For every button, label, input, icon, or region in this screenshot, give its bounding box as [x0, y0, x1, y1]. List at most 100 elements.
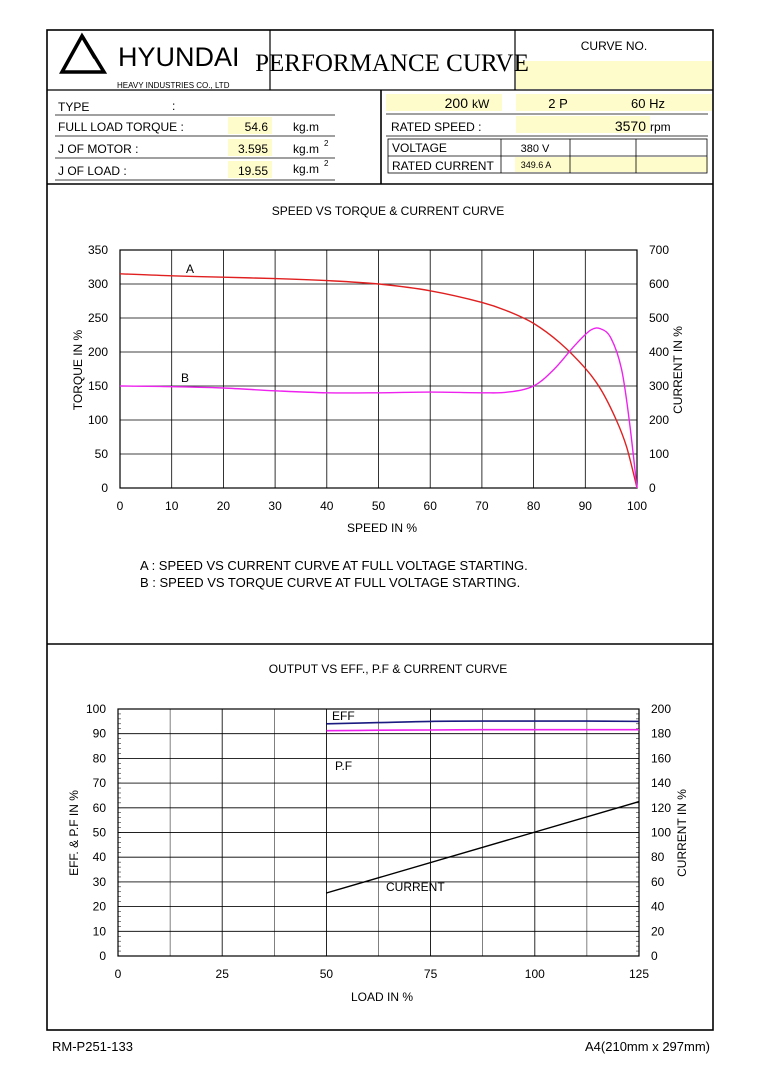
- pf-label: P.F: [335, 759, 352, 773]
- y2-tick-label: 700: [649, 243, 669, 257]
- y2-tick-label: 180: [651, 727, 671, 741]
- jmotor-unit-sup: 2: [324, 139, 329, 148]
- note-b: B : SPEED VS TORQUE CURVE AT FULL VOLTAG…: [140, 575, 520, 590]
- y2-tick-label: 100: [649, 447, 669, 461]
- x-tick-label: 90: [579, 499, 593, 513]
- current-value: 349.6 A: [521, 160, 552, 170]
- series-line-eff: [326, 720, 640, 725]
- torque-value: 54.6: [245, 120, 269, 134]
- logo-triangle-icon: [59, 32, 108, 74]
- y-tick-label: 10: [93, 924, 107, 938]
- y2-tick-label: 60: [651, 875, 665, 889]
- series-a-label: A: [186, 262, 194, 276]
- chart1-ylabel: TORQUE IN %: [71, 329, 85, 410]
- chart1-ticks: 0 10 20 30 40 50 60 70 80 90 100050100150200250300…: [88, 243, 669, 513]
- jload-value: 19.55: [238, 164, 268, 178]
- y-tick-label: 20: [93, 900, 107, 914]
- x-tick-label: 125: [629, 967, 649, 981]
- y-tick-label: 200: [88, 345, 108, 359]
- x-tick-label: 10: [165, 499, 179, 513]
- x-tick-label: 70: [475, 499, 489, 513]
- chart2-grid: [117, 708, 640, 957]
- brand-subtitle: HEAVY INDUSTRIES CO., LTD: [117, 81, 230, 90]
- y-tick-label: 300: [88, 277, 108, 291]
- chart2-ticks: 0 25 50 75 100 125010203040506070809010002040…: [86, 702, 671, 981]
- sheet-frame: [46, 29, 714, 1031]
- speed-unit: rpm: [650, 120, 671, 134]
- jload-unit-sup: 2: [324, 159, 329, 168]
- chart2-title: OUTPUT VS EFF., P.F & CURRENT CURVE: [269, 662, 508, 676]
- plot-frame: [117, 708, 640, 957]
- y-tick-label: 40: [93, 850, 107, 864]
- current-series-label: CURRENT: [386, 880, 445, 894]
- y2-tick-label: 200: [651, 702, 671, 716]
- series-line-current: [326, 800, 640, 894]
- chart1-series: [119, 273, 638, 489]
- y2-tick-label: 160: [651, 751, 671, 765]
- y-tick-label: 50: [93, 826, 107, 840]
- y2-tick-label: 600: [649, 277, 669, 291]
- y-tick-label: 60: [93, 801, 107, 815]
- power-value: 200: [445, 95, 469, 111]
- y-tick-label: 50: [95, 447, 109, 461]
- x-tick-label: 100: [627, 499, 647, 513]
- eff-label: EFF: [332, 709, 355, 723]
- y-tick-label: 70: [93, 776, 107, 790]
- y2-tick-label: 100: [651, 826, 671, 840]
- chart2-ylabel: EFF. & P.F IN %: [67, 790, 81, 876]
- series-line-pf: [326, 728, 639, 732]
- paper-size: A4(210mm x 297mm): [585, 1039, 710, 1054]
- x-tick-label: 0: [115, 967, 122, 981]
- hyundai-logo: HYUNDAI HEAVY INDUSTRIES CO., LTD: [59, 32, 240, 90]
- y2-tick-label: 300: [649, 379, 669, 393]
- x-tick-label: 25: [216, 967, 230, 981]
- voltage-label: VOLTAGE: [392, 141, 447, 155]
- chart2-series: [326, 720, 640, 894]
- x-tick-label: 75: [424, 967, 438, 981]
- y2-tick-label: 140: [651, 776, 671, 790]
- jload-label: J OF LOAD :: [58, 164, 127, 178]
- y-tick-label: 0: [99, 949, 106, 963]
- curve-no-cell: [516, 61, 712, 89]
- x-tick-label: 50: [372, 499, 386, 513]
- jmotor-label: J OF MOTOR :: [58, 142, 138, 156]
- frequency: 60 Hz: [631, 96, 665, 111]
- torque-label: FULL LOAD TORQUE :: [58, 120, 184, 134]
- y-tick-label: 90: [93, 727, 107, 741]
- x-tick-label: 40: [320, 499, 334, 513]
- x-tick-label: 20: [217, 499, 231, 513]
- x-tick-label: 0: [117, 499, 124, 513]
- type-colon: :: [172, 99, 175, 113]
- y-tick-label: 100: [88, 413, 108, 427]
- x-tick-label: 100: [525, 967, 545, 981]
- voltage-value: 380 V: [521, 143, 550, 155]
- y-tick-label: 150: [88, 379, 108, 393]
- y2-tick-label: 400: [649, 345, 669, 359]
- x-tick-label: 60: [424, 499, 438, 513]
- x-tick-label: 50: [320, 967, 334, 981]
- y2-tick-label: 0: [651, 949, 658, 963]
- doc-number: RM-P251-133: [52, 1039, 133, 1054]
- power-unit: kW: [472, 97, 490, 111]
- output-eff-pf-current-chart: OUTPUT VS EFF., P.F & CURRENT CURVE 0 25 5…: [67, 662, 689, 1004]
- y2-tick-label: 500: [649, 311, 669, 325]
- curve-no-label: CURVE NO.: [581, 39, 647, 53]
- y2-tick-label: 20: [651, 924, 665, 938]
- note-a: A : SPEED VS CURRENT CURVE AT FULL VOLTA…: [140, 558, 528, 573]
- current-label: RATED CURRENT: [392, 159, 494, 173]
- y-tick-label: 100: [86, 702, 106, 716]
- series-line-b: [119, 327, 638, 489]
- y-tick-label: 30: [93, 875, 107, 889]
- chart1-title: SPEED VS TORQUE & CURRENT CURVE: [272, 204, 505, 218]
- jmotor-value: 3.595: [238, 142, 268, 156]
- chart2-xlabel: LOAD IN %: [351, 990, 413, 1004]
- torque-unit: kg.m: [293, 120, 319, 134]
- chart2-y2label: CURRENT IN %: [675, 789, 689, 877]
- speed-value: 3570: [615, 118, 646, 134]
- speed-torque-current-chart: SPEED VS TORQUE & CURRENT CURVE 0 10 20 30 4…: [71, 204, 685, 590]
- y2-tick-label: 40: [651, 900, 665, 914]
- y-tick-label: 0: [101, 481, 108, 495]
- y2-tick-label: 0: [649, 481, 656, 495]
- series-line-a: [119, 273, 638, 489]
- jload-unit: kg.m: [293, 162, 319, 176]
